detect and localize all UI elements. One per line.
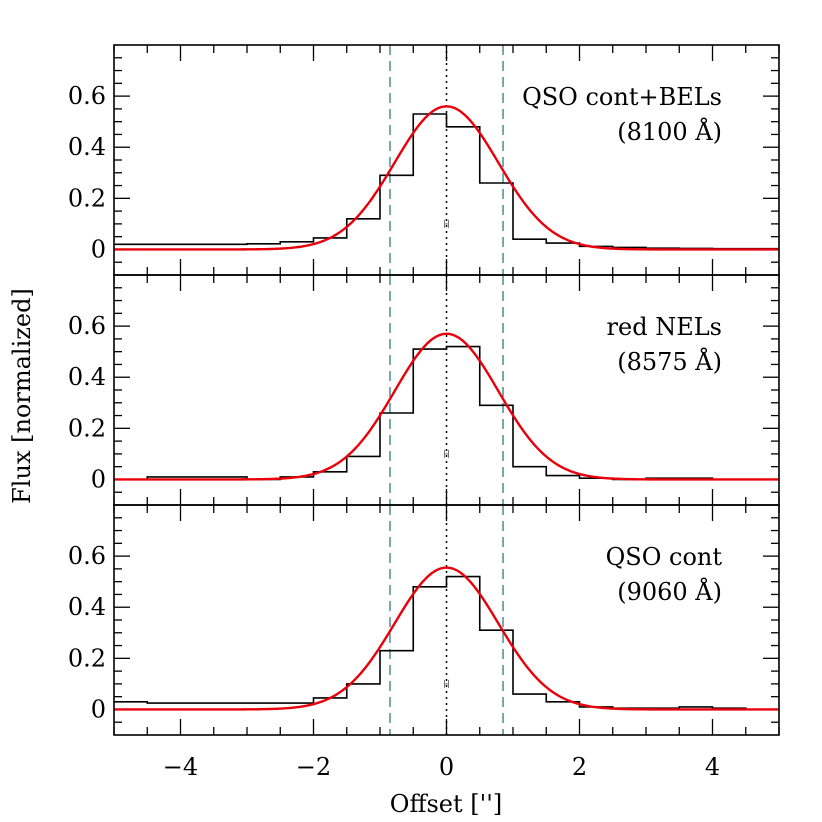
x-tick-label: 4 (705, 753, 720, 781)
y-tick-label: 0.6 (68, 312, 106, 340)
y-tick-label: 0.4 (68, 133, 106, 161)
panel-label-line1: QSO cont+BELs (522, 83, 722, 111)
y-tick-label: 0.2 (68, 184, 106, 212)
y-tick-label: 0 (91, 235, 106, 263)
y-axis-label: Flux [normalized] (8, 288, 36, 504)
y-tick-label: 0.2 (68, 644, 106, 672)
y-tick-label: 0 (91, 465, 106, 493)
histogram-step-line (114, 575, 779, 711)
y-tick-label: 0.6 (68, 82, 106, 110)
panel-3: 0 0.2 0.4 0.6 QSO cont (9060 Å) (68, 504, 780, 736)
x-axis-label: Offset [''] (390, 790, 502, 818)
panel-label-line2: (9060 Å) (617, 577, 722, 606)
y-tick-label: 0 (91, 695, 106, 723)
histogram-step-line (114, 113, 779, 250)
panel-label-line2: (8100 Å) (617, 117, 722, 146)
panel-frame (113, 504, 780, 736)
panel-label-line1: red NELs (607, 313, 722, 341)
y-tick-label: 0.4 (68, 593, 106, 621)
x-tick-label: −2 (296, 753, 331, 781)
y-tick-label: 0.6 (68, 542, 106, 570)
panel-2: 0 0.2 0.4 0.6 red NELs (8575 Å) (68, 274, 780, 506)
panel-label-line2: (8575 Å) (617, 347, 722, 376)
x-tick-label: −4 (163, 753, 198, 781)
y-tick-label: 0.4 (68, 363, 106, 391)
panel-label-line1: QSO cont (606, 543, 723, 571)
x-tick-label: 0 (439, 753, 454, 781)
gaussian-fit-curve (114, 105, 779, 251)
gaussian-fit-curve (114, 332, 779, 481)
panels-group: 0 0.2 0.4 0.6 QSO cont+BELs (8100 Å) 0 0.2 0.4 0.… (68, 44, 780, 736)
gaussian-fit-curve (114, 566, 779, 711)
panel-1: 0 0.2 0.4 0.6 QSO cont+BELs (8100 Å) (68, 44, 780, 276)
x-tick-labels: −4 −2 0 2 4 (163, 753, 720, 781)
y-tick-label: 0.2 (68, 414, 106, 442)
x-tick-label: 2 (572, 753, 587, 781)
